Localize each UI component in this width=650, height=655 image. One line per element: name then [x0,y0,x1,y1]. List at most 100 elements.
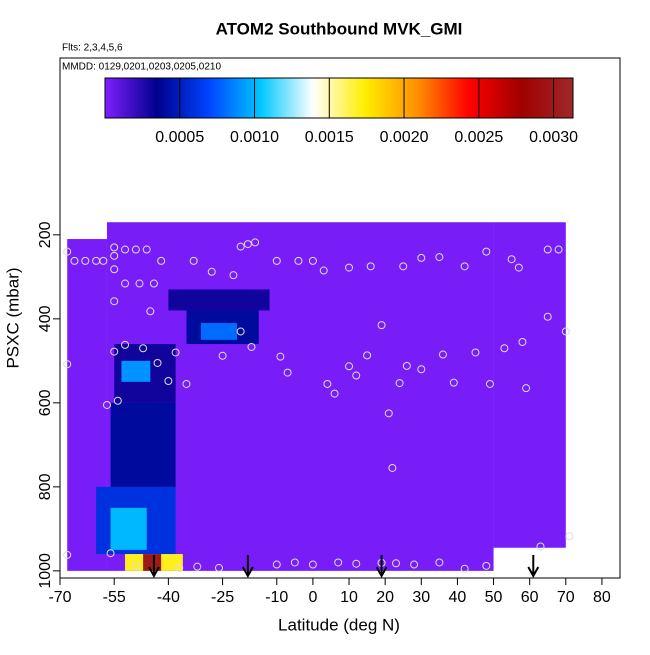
colorbar-swatch [481,78,484,118]
colorbar-swatch [239,78,242,118]
sample-point [330,389,339,398]
colorbar-swatch [529,78,532,118]
colorbar-swatch [311,78,314,118]
colorbar-swatch [401,78,404,118]
colorbar-swatch [219,78,222,118]
colorbar-swatch [305,78,308,118]
colorbar-swatch [415,78,418,118]
colorbar-swatch [459,78,462,118]
sample-point [500,344,509,353]
curtain-cell [493,222,566,548]
colorbar-swatch [271,78,274,118]
colorbar-tick-label: 0.0020 [380,129,429,146]
sample-point [334,558,343,567]
curtain-cell [168,289,270,311]
sample-point [471,348,480,357]
sample-point [363,351,372,360]
colorbar-swatch [349,78,352,118]
colorbar-swatch [261,78,264,118]
colorbar-swatch [235,78,238,118]
x-tick-label: 30 [412,589,430,606]
curtain-cell [121,360,151,382]
colorbar-swatch [569,78,572,118]
colorbar-swatch [343,78,346,118]
sample-point [153,358,162,367]
colorbar-swatch [237,78,240,118]
sample-point [247,342,256,351]
colorbar-swatch [323,78,326,118]
colorbar-swatch [435,78,438,118]
colorbar-swatch [169,78,172,118]
sample-point [121,279,130,288]
colorbar-swatch [385,78,388,118]
sample-point [345,362,354,371]
sample-point [308,560,317,569]
colorbar-swatch [209,78,212,118]
colorbar-swatch [425,78,428,118]
colorbar-swatch [471,78,474,118]
subtitle: Flts: 2,3,4,5,6 [62,43,123,54]
colorbar-swatch [555,78,558,118]
colorbar-swatch [439,78,442,118]
sample-point [366,262,375,271]
colorbar-swatch [115,78,118,118]
colorbar-swatch [479,78,482,118]
colorbar-swatch [383,78,386,118]
colorbar-swatch [535,78,538,118]
colorbar-swatch [413,78,416,118]
colorbar-swatch [247,78,250,118]
colorbar-swatch [427,78,430,118]
colorbar-swatch [347,78,350,118]
sample-point [99,256,108,265]
colorbar-swatch [447,78,450,118]
colorbar-swatch [387,78,390,118]
colorbar-swatch [291,78,294,118]
colorbar-swatch [183,78,186,118]
colorbar-swatch [317,78,320,118]
x-tick-label: 50 [485,589,503,606]
sample-point [243,240,252,249]
sample-point [384,409,393,418]
colorbar-swatch [121,78,124,118]
colorbar-swatch [145,78,148,118]
colorbar-swatch [407,78,410,118]
x-tick-label: 80 [593,589,611,606]
colorbar-tick-label: 0.0015 [305,129,354,146]
colorbar-swatch [539,78,542,118]
sample-point [110,347,119,356]
colorbar-swatch [105,78,108,118]
sample-point [182,379,191,388]
colorbar-swatch [223,78,226,118]
colorbar-swatch [389,78,392,118]
colorbar-swatch [203,78,206,118]
colorbar-swatch [475,78,478,118]
colorbar-tick-label: 0.0025 [454,129,503,146]
sample-point [323,379,332,388]
colorbar-swatch [445,78,448,118]
sample-point [189,256,198,265]
sample-point [449,378,458,387]
colorbar-swatch [377,78,380,118]
colorbar-swatch [181,78,184,118]
colorbar-swatch [507,78,510,118]
colorbar-swatch [173,78,176,118]
x-tick-label: -70 [48,589,71,606]
colorbar-swatch [391,78,394,118]
colorbar-swatch [325,78,328,118]
colorbar-swatch [125,78,128,118]
y-tick-label: 1000 [37,553,54,589]
colorbar-swatch [359,78,362,118]
sample-point [81,256,90,265]
curtain-cell [110,402,176,487]
colorbar-swatch [227,78,230,118]
y-tick-label: 200 [37,221,54,248]
colorbar-swatch [421,78,424,118]
colorbar-swatch [147,78,150,118]
colorbar-swatch [393,78,396,118]
colorbar-swatch [281,78,284,118]
chart-title: ATOM2 Southbound MVK_GMI [216,19,463,38]
sample-point [518,337,527,346]
sample-point [272,256,281,265]
colorbar-swatch [273,78,276,118]
colorbar-swatch [517,78,520,118]
